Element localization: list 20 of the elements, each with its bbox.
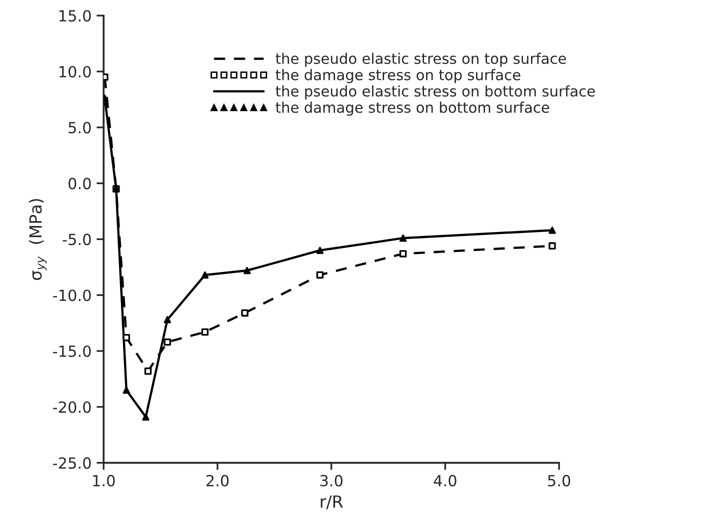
legend-label: the damage stress on top surface	[276, 69, 520, 84]
y-tick-label: -15.0	[53, 345, 91, 358]
x-tick-label: 1.0	[93, 474, 115, 486]
legend-label: the pseudo elastic stress on top surface	[276, 52, 566, 67]
y-axis-title: σ$_{yy}$ (MPa)	[28, 199, 47, 280]
y-tick-label: 5.0	[68, 122, 91, 134]
y-tick-label: 0.0	[68, 178, 91, 190]
y-tick-label: 10.0	[59, 66, 91, 78]
y-tick-label: -10.0	[53, 290, 91, 302]
x-axis-title: r/R	[320, 495, 343, 510]
y-tick-label: 15.0	[59, 10, 91, 22]
x-tick-label: 5.0	[548, 474, 570, 486]
legend-label: the damage stress on bottom surface	[276, 102, 550, 116]
y-tick-label: -5.0	[62, 234, 91, 246]
x-tick-label: 3.0	[320, 474, 342, 486]
legend-label: the pseudo elastic stress on bottom surface	[276, 85, 595, 100]
x-tick-label: 2.0	[206, 474, 229, 486]
y-tick-label: -25.0	[53, 457, 91, 469]
y-tick-label: -20.0	[53, 401, 91, 413]
x-tick-label: 4.0	[434, 474, 456, 486]
